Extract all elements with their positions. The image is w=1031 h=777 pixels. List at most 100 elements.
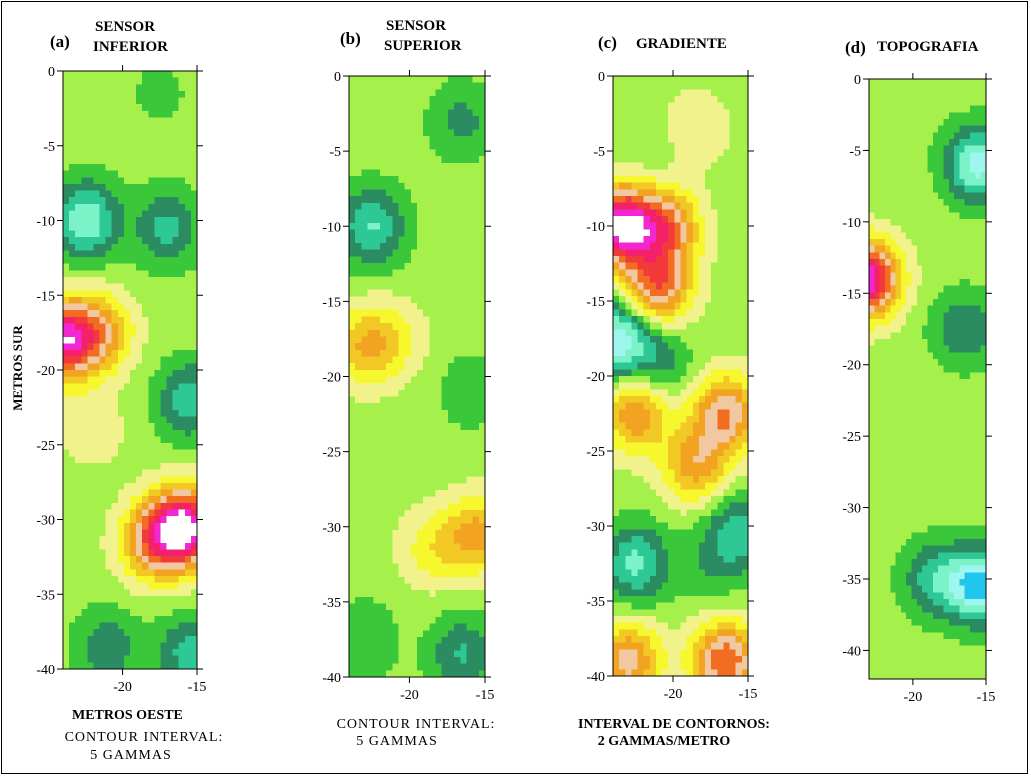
contour-cell [619, 329, 626, 337]
contour-cell [63, 489, 70, 497]
contour-cell [142, 363, 149, 371]
contour-cell [472, 496, 480, 504]
contour-cell [367, 603, 375, 611]
contour-cell [717, 289, 725, 297]
contour-cell [441, 256, 449, 264]
contour-cell [478, 510, 486, 518]
contour-cell [81, 476, 88, 484]
contour-cell [729, 162, 737, 170]
contour-cell [136, 649, 143, 657]
contour-cell [172, 396, 180, 404]
contour-cell [698, 129, 706, 137]
contour-cell [668, 109, 675, 117]
contour-cell [735, 356, 743, 364]
contour-cell [386, 449, 393, 458]
contour-cell [154, 549, 162, 557]
contour-cell [142, 150, 149, 158]
contour-cell [674, 209, 682, 217]
contour-cell [69, 522, 76, 531]
contour-cell [435, 610, 443, 618]
contour-cell [674, 162, 682, 170]
panel-c-title-line-1: GRADIENTE [636, 36, 727, 52]
contour-cell [117, 71, 125, 79]
contour-cell [460, 483, 468, 491]
contour-cell [349, 576, 356, 585]
contour-cell [142, 436, 149, 444]
contour-cell [105, 310, 113, 318]
contour-cell [81, 263, 88, 271]
contour-cell [105, 257, 113, 265]
contour-cell [410, 356, 418, 364]
contour-cell [435, 416, 443, 424]
contour-cell [136, 662, 143, 670]
contour-cell [130, 257, 137, 265]
contour-cell [123, 423, 131, 431]
contour-cell [355, 369, 362, 378]
contour-cell [355, 289, 362, 297]
contour-cell [81, 243, 88, 251]
contour-cell [454, 256, 461, 264]
contour-cell [93, 509, 101, 517]
contour-cell [478, 389, 486, 398]
contour-cell [686, 242, 694, 250]
contour-cell [454, 189, 461, 197]
contour-cell [81, 310, 88, 318]
contour-cell [136, 303, 143, 311]
contour-cell [478, 616, 486, 625]
contour-cell [154, 403, 162, 411]
contour-cell [386, 389, 393, 398]
contour-cell [130, 522, 137, 531]
contour-cell [729, 196, 737, 204]
contour-cell [142, 316, 149, 325]
contour-cell [386, 196, 393, 204]
contour-cell [723, 136, 731, 144]
contour-cell [698, 196, 706, 204]
contour-cell [417, 610, 424, 618]
contour-cell [379, 556, 387, 565]
contour-cell [649, 109, 657, 117]
panel-b-title-line-1: SENSOR [386, 18, 446, 34]
contour-cell [410, 469, 418, 478]
contour-cell [429, 296, 437, 304]
contour-cell [472, 543, 480, 551]
contour-cell [423, 182, 430, 191]
contour-cell [87, 502, 95, 511]
contour-cell [69, 270, 76, 278]
contour-cell [148, 423, 155, 431]
contour-cell [404, 142, 412, 151]
contour-cell [117, 356, 125, 364]
contour-cell [190, 157, 198, 165]
contour-cell [184, 635, 192, 644]
contour-cell [190, 150, 198, 158]
contour-cell [349, 142, 356, 151]
contour-cell [625, 82, 633, 90]
contour-cell [478, 476, 486, 484]
contour-cell [154, 649, 162, 657]
contour-cell [386, 630, 393, 638]
contour-cell [69, 403, 76, 411]
contour-cell [172, 536, 180, 544]
contour-cell [472, 476, 480, 484]
contour-cell [637, 242, 645, 250]
contour-cell [711, 169, 718, 177]
contour-cell [386, 329, 393, 338]
contour-cell [136, 336, 143, 345]
contour-cell [63, 117, 70, 125]
contour-cell [410, 443, 418, 451]
contour-cell [441, 229, 449, 237]
contour-cell [723, 356, 731, 364]
contour-cell [111, 203, 119, 212]
contour-cell [404, 656, 412, 665]
contour-cell [123, 270, 131, 278]
contour-cell [160, 383, 168, 391]
contour-cell [711, 82, 718, 90]
contour-cell [69, 642, 76, 650]
contour-cell [392, 483, 400, 491]
contour-cell [87, 336, 95, 345]
contour-cell [105, 482, 113, 491]
contour-cell [190, 662, 198, 670]
contour-cell [349, 643, 356, 651]
contour-cell [81, 522, 88, 531]
contour-cell [643, 189, 651, 197]
contour-cell [723, 316, 731, 324]
